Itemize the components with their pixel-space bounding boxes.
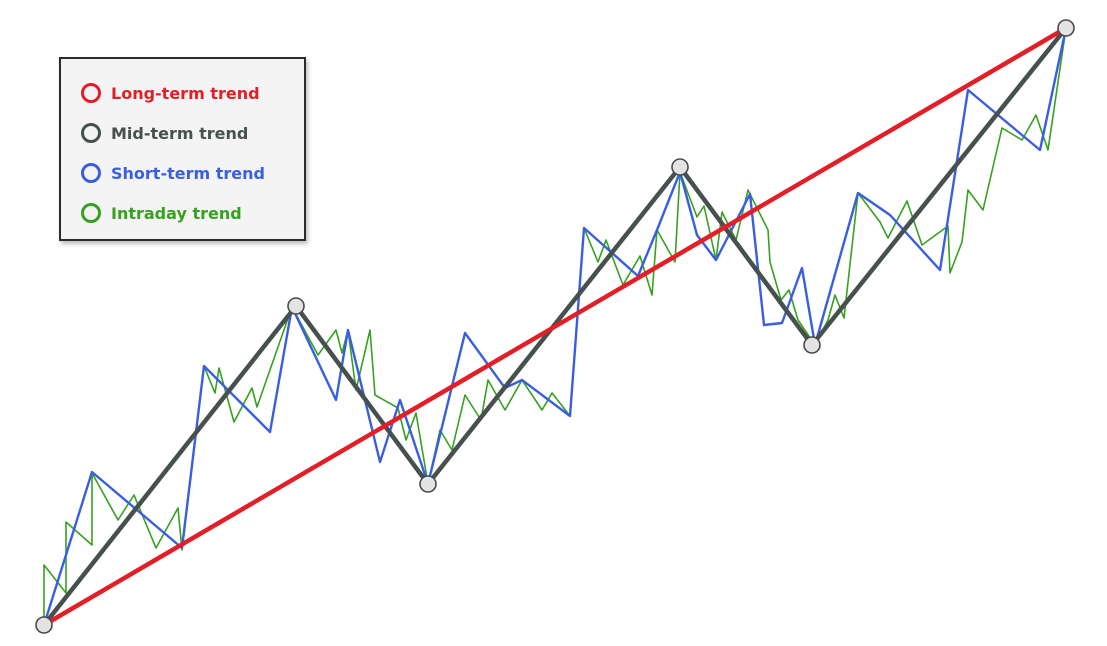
pivot-point-4: [671, 158, 689, 176]
legend-label-mid-term: Mid-term trend: [111, 123, 249, 143]
intraday-circle-icon: [81, 203, 101, 223]
legend-label-short-term: Short-term trend: [111, 163, 265, 183]
legend-label-intraday: Intraday trend: [111, 203, 242, 223]
legend-item-long-term: Long-term trend: [81, 73, 304, 113]
legend: Long-term trend Mid-term trend Short-ter…: [59, 57, 306, 241]
legend-item-short-term: Short-term trend: [81, 153, 304, 193]
short-term-circle-icon: [81, 163, 101, 183]
pivot-point-3: [419, 475, 437, 493]
legend-item-mid-term: Mid-term trend: [81, 113, 304, 153]
mid-term-circle-icon: [81, 123, 101, 143]
long-term-trend-line: [41, 25, 1069, 628]
pivot-point-2: [287, 297, 305, 315]
pivot-point-5: [803, 336, 821, 354]
long-term-circle-icon: [81, 83, 101, 103]
pivot-point-6: [1057, 19, 1075, 37]
pivot-point-1: [35, 616, 53, 634]
legend-item-intraday: Intraday trend: [81, 193, 304, 233]
legend-label-long-term: Long-term trend: [111, 83, 260, 103]
